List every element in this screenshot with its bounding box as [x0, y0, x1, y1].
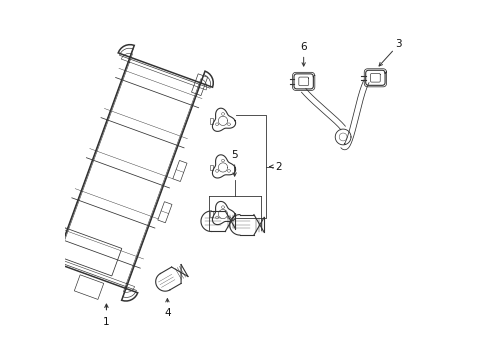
Text: 4: 4 — [164, 308, 170, 318]
Text: 1: 1 — [103, 317, 109, 327]
Text: 5: 5 — [231, 150, 238, 160]
Text: 3: 3 — [394, 40, 401, 49]
Text: 6: 6 — [300, 42, 306, 52]
Text: 2: 2 — [275, 162, 281, 172]
